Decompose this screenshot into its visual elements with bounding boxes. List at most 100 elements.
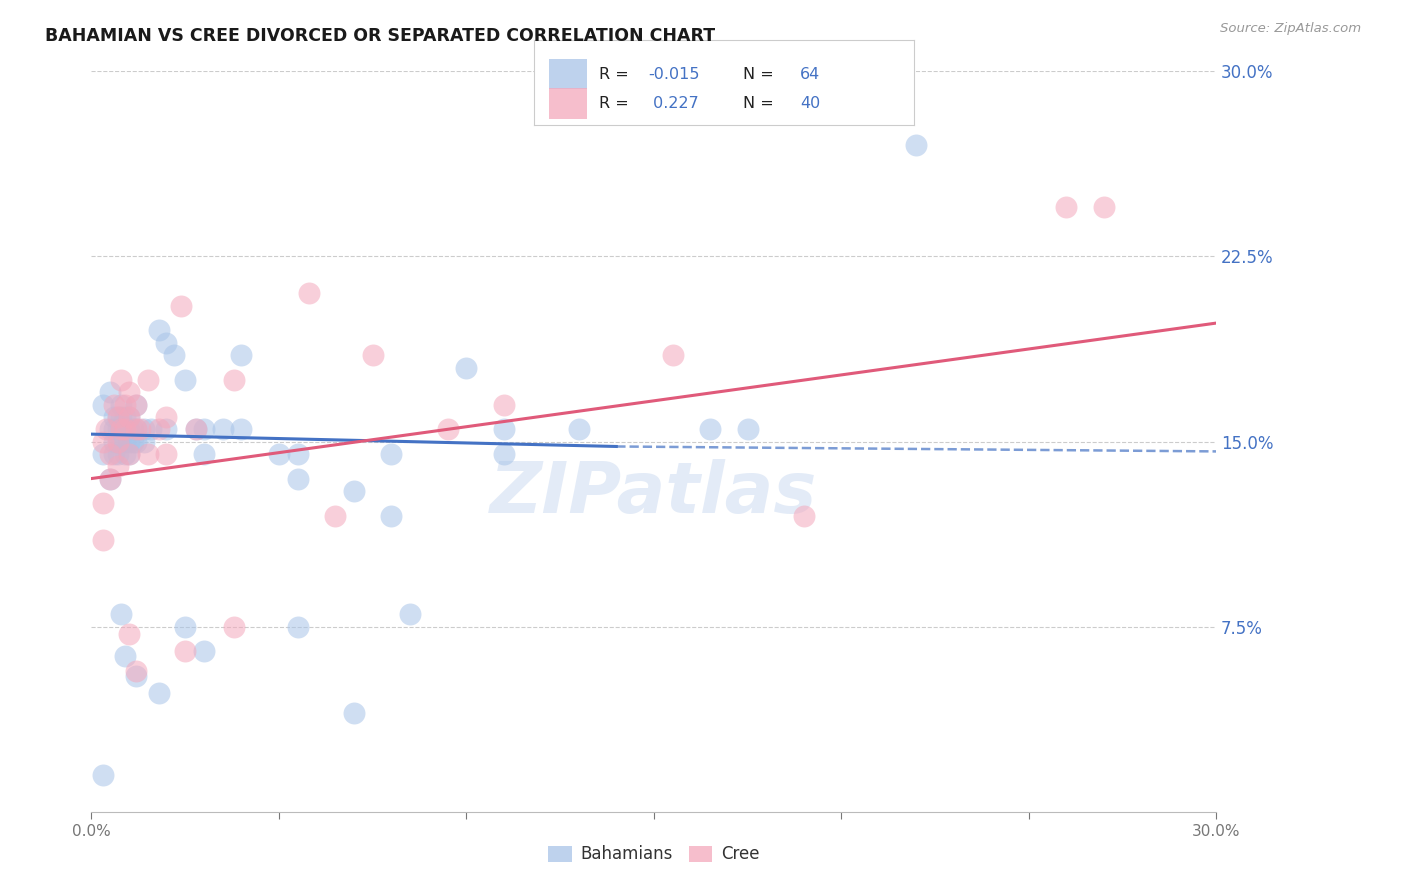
Text: 40: 40	[800, 96, 820, 112]
Point	[107, 434, 129, 449]
Point	[103, 397, 125, 411]
Text: 64: 64	[800, 67, 820, 81]
Point	[148, 324, 170, 338]
Point	[114, 447, 136, 461]
Text: BAHAMIAN VS CREE DIVORCED OR SEPARATED CORRELATION CHART: BAHAMIAN VS CREE DIVORCED OR SEPARATED C…	[45, 27, 716, 45]
Point	[107, 447, 129, 461]
Point	[107, 409, 129, 424]
Point	[298, 286, 321, 301]
Point	[222, 373, 245, 387]
Point	[132, 422, 155, 436]
Point	[174, 619, 197, 633]
Point	[118, 422, 141, 436]
Point	[107, 422, 129, 436]
Point	[118, 409, 141, 424]
Point	[91, 397, 114, 411]
Point	[287, 619, 309, 633]
Point	[103, 422, 125, 436]
Point	[155, 335, 177, 350]
Point	[110, 607, 132, 622]
Point	[193, 422, 215, 436]
Point	[136, 373, 159, 387]
Point	[91, 533, 114, 548]
Point	[121, 434, 143, 449]
Text: 0.227: 0.227	[648, 96, 699, 112]
Point	[114, 409, 136, 424]
Point	[125, 422, 148, 436]
Point	[132, 434, 155, 449]
Point	[361, 348, 384, 362]
Point	[163, 348, 186, 362]
Point	[231, 422, 253, 436]
Point	[107, 459, 129, 474]
Legend: Bahamians, Cree: Bahamians, Cree	[541, 838, 766, 870]
Point	[110, 397, 132, 411]
Point	[121, 422, 143, 436]
Point	[91, 447, 114, 461]
Text: R =: R =	[599, 67, 634, 81]
Point	[399, 607, 422, 622]
Point	[125, 397, 148, 411]
Point	[155, 447, 177, 461]
Point	[699, 422, 721, 436]
Point	[148, 422, 170, 436]
Point	[343, 483, 366, 498]
Point	[103, 447, 125, 461]
Point	[118, 627, 141, 641]
Point	[125, 664, 148, 678]
Point	[456, 360, 478, 375]
Point	[737, 422, 759, 436]
Point	[91, 434, 114, 449]
Point	[170, 299, 193, 313]
Point	[905, 138, 928, 153]
Point	[193, 447, 215, 461]
Point	[1054, 200, 1077, 214]
Point	[107, 434, 129, 449]
Point	[98, 422, 121, 436]
Point	[436, 422, 458, 436]
Point	[125, 422, 148, 436]
Point	[129, 422, 152, 436]
Bar	[550, 59, 588, 89]
Point	[107, 409, 129, 424]
Text: ZIPatlas: ZIPatlas	[491, 458, 817, 528]
Point	[380, 508, 402, 523]
Text: Source: ZipAtlas.com: Source: ZipAtlas.com	[1220, 22, 1361, 36]
Point	[110, 409, 132, 424]
Point	[103, 409, 125, 424]
Point	[98, 447, 121, 461]
Point	[98, 385, 121, 400]
Point	[103, 434, 125, 449]
Point	[267, 447, 290, 461]
Point	[155, 422, 177, 436]
Text: -0.015: -0.015	[648, 67, 700, 81]
Point	[323, 508, 346, 523]
Point	[110, 373, 132, 387]
Point	[155, 409, 177, 424]
Point	[125, 397, 148, 411]
Point	[114, 422, 136, 436]
Point	[287, 471, 309, 485]
Point	[110, 422, 132, 436]
Point	[568, 422, 591, 436]
Point	[118, 385, 141, 400]
Point	[114, 397, 136, 411]
Point	[118, 447, 141, 461]
Point	[343, 706, 366, 720]
Point	[98, 471, 121, 485]
Point	[118, 447, 141, 461]
Point	[380, 447, 402, 461]
Point	[141, 422, 163, 436]
Point	[174, 373, 197, 387]
Point	[114, 649, 136, 664]
Bar	[550, 88, 588, 119]
Point	[114, 434, 136, 449]
Point	[98, 471, 121, 485]
Point	[186, 422, 208, 436]
Point	[492, 397, 515, 411]
Point	[193, 644, 215, 658]
Point	[231, 348, 253, 362]
Point	[174, 644, 197, 658]
Point	[118, 434, 141, 449]
Text: N =: N =	[744, 96, 779, 112]
